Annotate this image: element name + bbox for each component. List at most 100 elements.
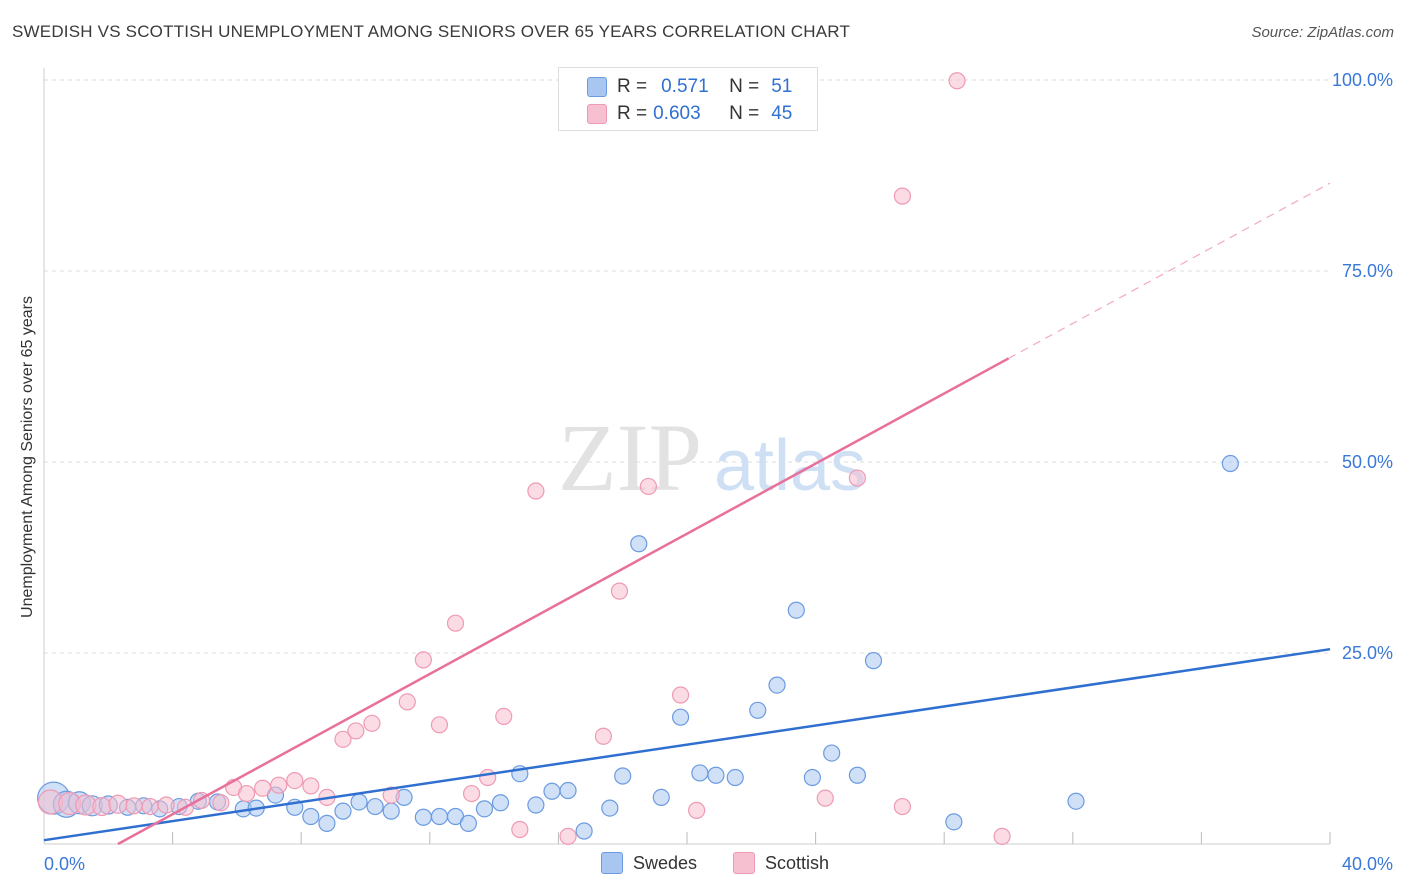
swedes-point [559, 781, 577, 800]
swedes-point [652, 788, 670, 806]
swedes-point [726, 768, 744, 787]
watermark: ZIP atlas [558, 404, 866, 511]
swedes-point [575, 822, 593, 840]
legend-n-label: N = [729, 103, 760, 124]
swedes-point [864, 652, 883, 670]
scottish-point [993, 827, 1011, 845]
scottish-point [108, 794, 128, 814]
legend-label-scottish: Scottish [765, 852, 830, 873]
swedes-point [671, 708, 690, 726]
scottish-point [893, 797, 912, 816]
legend-n-value: 51 [771, 76, 793, 97]
scottish-point [816, 789, 834, 807]
scottish-point [92, 796, 112, 817]
swedes-point [848, 766, 866, 784]
scottish-point [610, 582, 629, 600]
scottish-point [302, 777, 320, 795]
swedes-point [366, 797, 384, 816]
scottish-point [286, 771, 304, 790]
scottish-point [948, 72, 966, 90]
x-tick-label-min: 0.0% [44, 854, 85, 874]
swedes-point [350, 793, 368, 811]
swedes-point [475, 800, 494, 818]
scottish-point [559, 827, 577, 845]
tick-labels: 25.0% 50.0% 75.0% 100.0% 0.0% 40.0% [44, 70, 1393, 874]
swedes-point [543, 782, 561, 800]
legend-swatch-scottish [587, 104, 607, 124]
swedes-point [414, 808, 432, 826]
scottish-point [893, 187, 912, 205]
legend-row-swedes: R = 0.571 N = 51 [617, 75, 792, 99]
scottish-point [270, 776, 288, 794]
scottish-point [254, 779, 272, 797]
swedes-point [630, 535, 648, 553]
legend-label-swedes: Swedes [633, 852, 698, 873]
legend-r-value: 0.571 [661, 76, 709, 97]
swedes-point [945, 813, 963, 831]
grid-lines [44, 79, 1330, 654]
scottish-point [141, 797, 159, 816]
source-credit: Source: ZipAtlas.com [1251, 24, 1394, 41]
swedes-trend-line [43, 647, 1331, 842]
trend-lines [43, 182, 1331, 846]
swedes-point [491, 794, 510, 812]
scottish-trend-line-extension [1008, 182, 1331, 359]
scottish-point [382, 786, 400, 804]
scottish-point [414, 651, 432, 669]
series-legend: Swedes Scottish [0, 852, 1406, 878]
scottish-point [125, 797, 143, 815]
legend-item-scottish: Scottish [733, 852, 829, 874]
scottish-point [237, 784, 256, 803]
swedes-point [382, 802, 400, 820]
legend-n-value: 45 [771, 103, 793, 124]
swedes-point [768, 676, 786, 694]
scottish-point [462, 784, 481, 803]
swedes-point [1067, 792, 1085, 810]
scottish-point [479, 768, 497, 787]
legend-swatch-swedes [587, 77, 607, 97]
swedes-point [787, 601, 805, 619]
swedes-point [459, 814, 477, 832]
x-tick-label-max: 40.0% [1342, 854, 1393, 874]
scottish-point [446, 614, 465, 632]
scottish-point [495, 707, 513, 726]
swedes-point [823, 744, 841, 762]
swedes-point [430, 807, 449, 826]
scottish-swatch [733, 852, 755, 874]
y-tick-label: 100.0% [1332, 70, 1393, 90]
swedes-swatch [601, 852, 623, 874]
y-tick-label: 75.0% [1342, 261, 1393, 281]
swedes-point [302, 807, 320, 826]
chart-title: SWEDISH VS SCOTTISH UNEMPLOYMENT AMONG S… [12, 22, 851, 41]
legend-item-swedes: Swedes [601, 852, 697, 874]
scottish-point [334, 730, 352, 748]
scottish-point [511, 820, 529, 839]
scottish-point [363, 714, 381, 732]
legend-r-value: 0.603 [653, 103, 701, 124]
scottish-point [594, 727, 613, 745]
legend-row-scottish: R = 0.603 N = 45 [617, 102, 792, 126]
swedes-point [318, 814, 336, 832]
swedes-point [749, 701, 767, 719]
swedes-point [614, 767, 632, 785]
swedes-point [1221, 454, 1239, 473]
scottish-point [688, 801, 706, 819]
swedes-point [691, 764, 709, 782]
legend-n-label: N = [729, 76, 760, 97]
watermark-zip: ZIP [558, 404, 702, 511]
swedes-point [334, 802, 352, 820]
swedes-point [803, 768, 821, 787]
watermark-atlas: atlas [714, 426, 866, 506]
scottish-point [671, 686, 690, 704]
scottish-trend-line [117, 357, 1010, 846]
axes [43, 68, 1331, 845]
legend-r-label: R = [617, 76, 648, 97]
scottish-point [848, 469, 866, 487]
scottish-point [639, 477, 658, 496]
y-tick-label: 25.0% [1342, 643, 1393, 663]
scottish-point [157, 796, 175, 814]
scottish-point [347, 722, 365, 740]
scottish-point [430, 716, 449, 734]
legend-r-label: R = [617, 103, 648, 124]
